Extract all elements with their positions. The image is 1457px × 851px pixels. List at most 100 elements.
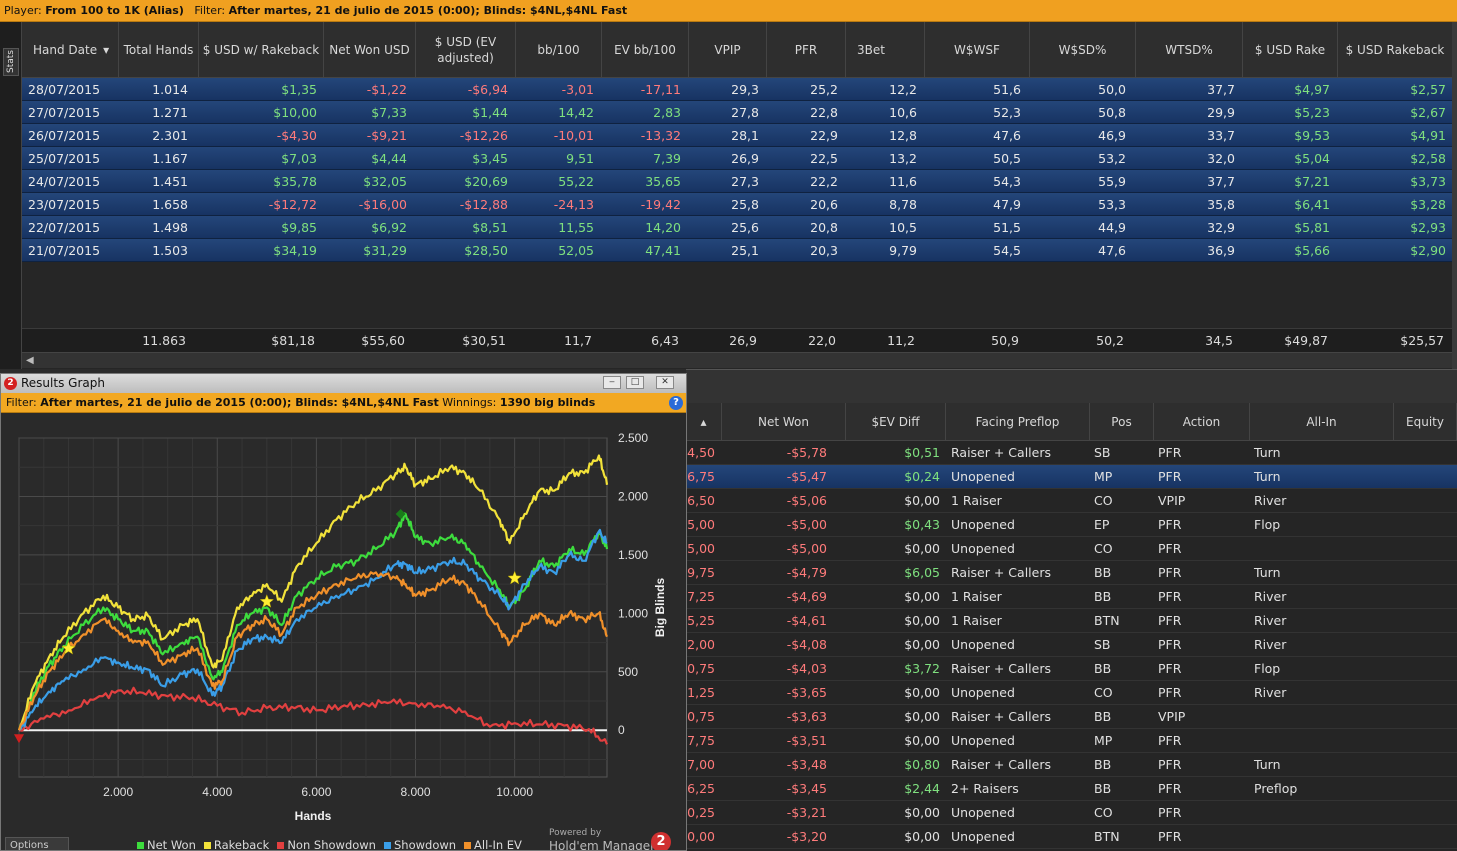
- table-cell: PFR: [1158, 517, 1182, 532]
- column-header[interactable]: VPIP: [689, 22, 767, 78]
- table-row[interactable]: 6,50 -$5,06 $0,00 1 Raiser CO VPIP River: [686, 489, 1457, 513]
- table-row[interactable]: 9,75 -$4,79 $6,05 Raiser + Callers BB PFR Turn: [686, 561, 1457, 585]
- horizontal-scrollbar[interactable]: ◀: [22, 352, 1457, 368]
- results-graph-window[interactable]: 2 Results Graph ‒ □ ✕ Filter: After mart…: [0, 373, 687, 851]
- totals-cell: $30,51: [462, 333, 506, 348]
- table-cell: [1254, 537, 1354, 561]
- table-cell: 50,0: [1098, 82, 1126, 97]
- table-row[interactable]: 0,00 -$3,20 $0,00 Unopened BTN PFR: [686, 825, 1457, 849]
- legend-label: Non Showdown: [287, 838, 376, 851]
- winnings-value: 1390 big blinds: [499, 396, 596, 409]
- table-cell: SB: [1094, 637, 1111, 652]
- column-header[interactable]: Pos: [1090, 403, 1154, 441]
- table-cell: -17,11: [640, 82, 681, 97]
- table-row[interactable]: 0,75 -$4,03 $3,72 Raiser + Callers BB PFR Flop: [686, 657, 1457, 681]
- minimize-icon[interactable]: ‒: [603, 376, 621, 389]
- column-header[interactable]: $ USD Rake: [1243, 22, 1338, 78]
- column-header[interactable]: EV bb/100: [602, 22, 689, 78]
- column-header[interactable]: Action: [1154, 403, 1250, 441]
- legend-item[interactable]: Non Showdown: [277, 838, 376, 851]
- table-cell: $5,66: [1294, 243, 1330, 258]
- help-icon[interactable]: ?: [669, 396, 683, 410]
- table-cell: 1,25: [687, 685, 715, 700]
- maximize-icon[interactable]: □: [626, 376, 644, 389]
- column-header[interactable]: 3Bet: [846, 22, 925, 78]
- column-header[interactable]: All-In: [1250, 403, 1394, 441]
- column-header[interactable]: Hand Date ▾: [22, 22, 119, 78]
- table-row[interactable]: 7,25 -$4,69 $0,00 1 Raiser BB PFR River: [686, 585, 1457, 609]
- table-row[interactable]: 0,75 -$3,63 $0,00 Raiser + Callers BB VPIP: [686, 705, 1457, 729]
- sort-desc-icon[interactable]: ▾: [103, 43, 110, 57]
- table-cell: 11,6: [889, 174, 917, 189]
- table-row[interactable]: 6,25 -$3,45 $2,44 2+ Raisers BB PFR Preflop: [686, 777, 1457, 801]
- results-chart: 0 500 1.000 1.500 2.000 2.500 2.000 4.000 6.000 8…: [14, 431, 667, 823]
- column-header[interactable]: $ USD Rakeback: [1338, 22, 1453, 78]
- column-header[interactable]: W$WSF: [925, 22, 1030, 78]
- stats-grid-header: Hand Date ▾ Total Hands $ USD w/ Rakeback N…: [22, 22, 1457, 78]
- x-tick-label: 6.000: [301, 785, 331, 799]
- table-cell: -$3,51: [786, 733, 827, 748]
- table-row[interactable]: 5,25 -$4,61 $0,00 1 Raiser BTN PFR River: [686, 609, 1457, 633]
- totals-cell: 11,2: [887, 333, 915, 348]
- table-row[interactable]: 7,00 -$3,48 $0,80 Raiser + Callers BB PFR Turn: [686, 753, 1457, 777]
- table-cell: SB: [1094, 445, 1111, 460]
- table-row[interactable]: 28/07/2015 1.014 $1,35 -$1,22 -$6,94 -3,01 -17…: [22, 78, 1457, 101]
- table-row[interactable]: 25/07/2015 1.167 $7,03 $4,44 $3,45 9,51 7,39 26…: [22, 147, 1457, 170]
- column-header[interactable]: Facing Preflop: [946, 403, 1090, 441]
- table-row[interactable]: 1,25 -$3,65 $0,00 Unopened CO PFR River: [686, 681, 1457, 705]
- table-cell: BB: [1094, 589, 1112, 604]
- table-row[interactable]: 26/07/2015 2.301 -$4,30 -$9,21 -$12,26 -10,01…: [22, 124, 1457, 147]
- table-cell: $31,29: [363, 243, 407, 258]
- table-row[interactable]: 0,25 -$3,21 $0,00 Unopened CO PFR: [686, 801, 1457, 825]
- sort-asc-icon[interactable]: ▴: [686, 403, 722, 441]
- table-cell: 28,1: [731, 128, 759, 143]
- table-cell: 1 Raiser: [951, 493, 1002, 508]
- column-header[interactable]: Equity: [1394, 403, 1457, 441]
- scroll-left-icon[interactable]: ◀: [26, 355, 34, 366]
- table-row[interactable]: 23/07/2015 1.658 -$12,72 -$16,00 -$12,88 -24,…: [22, 193, 1457, 216]
- table-row[interactable]: 7,75 -$3,51 $0,00 Unopened MP PFR: [686, 729, 1457, 753]
- table-cell: 23/07/2015: [28, 197, 101, 212]
- legend-item[interactable]: Rakeback: [203, 838, 269, 850]
- column-header[interactable]: $ USD (EV adjusted): [416, 22, 516, 78]
- column-header[interactable]: Net Won: [722, 403, 846, 441]
- table-row[interactable]: 5,00 -$5,00 $0,00 Unopened CO PFR: [686, 537, 1457, 561]
- filter-value[interactable]: After martes, 21 de julio de 2015 (0:00)…: [228, 4, 628, 17]
- table-cell: PFR: [1158, 733, 1182, 748]
- stats-tab[interactable]: Stats: [3, 48, 19, 76]
- column-header[interactable]: bb/100: [516, 22, 602, 78]
- column-header[interactable]: Net Won USD: [324, 22, 416, 78]
- table-cell: $10,00: [273, 105, 317, 120]
- table-cell: CO: [1094, 685, 1113, 700]
- column-header[interactable]: WTSD%: [1136, 22, 1243, 78]
- table-cell: PFR: [1158, 541, 1182, 556]
- column-header[interactable]: $ USD w/ Rakeback: [199, 22, 324, 78]
- options-button[interactable]: Options: [5, 837, 69, 850]
- table-row[interactable]: 6,75 -$5,47 $0,24 Unopened MP PFR Turn: [686, 465, 1457, 489]
- table-row[interactable]: 4,50 -$5,78 $0,51 Raiser + Callers SB PFR Turn: [686, 441, 1457, 465]
- table-cell: [1254, 825, 1354, 849]
- table-row[interactable]: 24/07/2015 1.451 $35,78 $32,05 $20,69 55,22 35…: [22, 170, 1457, 193]
- table-cell: 54,3: [993, 174, 1021, 189]
- column-header[interactable]: PFR: [767, 22, 846, 78]
- legend-item[interactable]: Net Won: [137, 838, 196, 850]
- close-icon[interactable]: ✕: [656, 376, 674, 389]
- table-row[interactable]: 5,00 -$5,00 $0,43 Unopened EP PFR Flop: [686, 513, 1457, 537]
- results-graph-titlebar[interactable]: 2 Results Graph ‒ □ ✕: [1, 374, 686, 393]
- table-row[interactable]: 27/07/2015 1.271 $10,00 $7,33 $1,44 14,42 2,83…: [22, 101, 1457, 124]
- column-header[interactable]: Total Hands: [119, 22, 199, 78]
- table-row[interactable]: 2,00 -$4,08 $0,00 Unopened SB PFR River: [686, 633, 1457, 657]
- column-header[interactable]: $EV Diff: [846, 403, 946, 441]
- totals-cell: 6,43: [651, 333, 679, 348]
- table-cell: 32,9: [1207, 220, 1235, 235]
- table-row[interactable]: 21/07/2015 1.503 $34,19 $31,29 $28,50 52,05 47…: [22, 239, 1457, 262]
- legend-item[interactable]: Showdown: [383, 838, 456, 850]
- column-header[interactable]: W$SD%: [1030, 22, 1136, 78]
- table-cell: 7,25: [687, 589, 715, 604]
- legend-item[interactable]: All-In EV: [464, 838, 522, 850]
- table-row[interactable]: 22/07/2015 1.498 $9,85 $6,92 $8,51 11,55 14,20…: [22, 216, 1457, 239]
- vertical-scrollbar[interactable]: [1452, 22, 1457, 369]
- table-cell: 20,6: [810, 197, 838, 212]
- table-cell: $0,00: [904, 493, 940, 508]
- player-value[interactable]: From 100 to 1K (Alias): [45, 4, 184, 17]
